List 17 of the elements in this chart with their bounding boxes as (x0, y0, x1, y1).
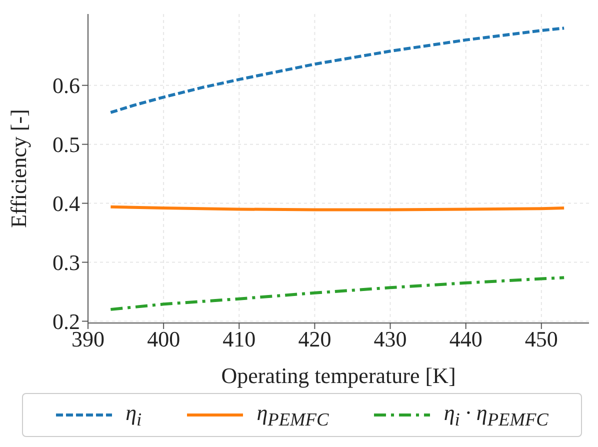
y-tick-label: 0.6 (52, 73, 80, 98)
legend-label: η$_{PEMFC}$ (256, 400, 329, 430)
line-series (109, 26, 566, 114)
x-tick-label: 440 (449, 326, 482, 352)
y-tick-label: 0.3 (52, 250, 80, 276)
y-tick-label: 0.4 (52, 191, 80, 216)
x-tick-label: 420 (298, 326, 332, 352)
x-tick-label: 400 (147, 326, 180, 352)
legend-label: η$_{i}$ (126, 400, 142, 430)
y-tick-label: 0.5 (52, 132, 80, 158)
legend-label: η$_{i}$ · η$_{PEMFC}$ (444, 400, 548, 430)
x-tick-label: 450 (524, 326, 558, 352)
x-tick-label: 430 (374, 326, 407, 352)
x-axis-title: Operating temperature [K] (221, 363, 456, 388)
line-series (109, 276, 566, 311)
x-tick-label: 410 (222, 326, 256, 352)
y-axis-title: Efficiency [-] (6, 109, 31, 228)
